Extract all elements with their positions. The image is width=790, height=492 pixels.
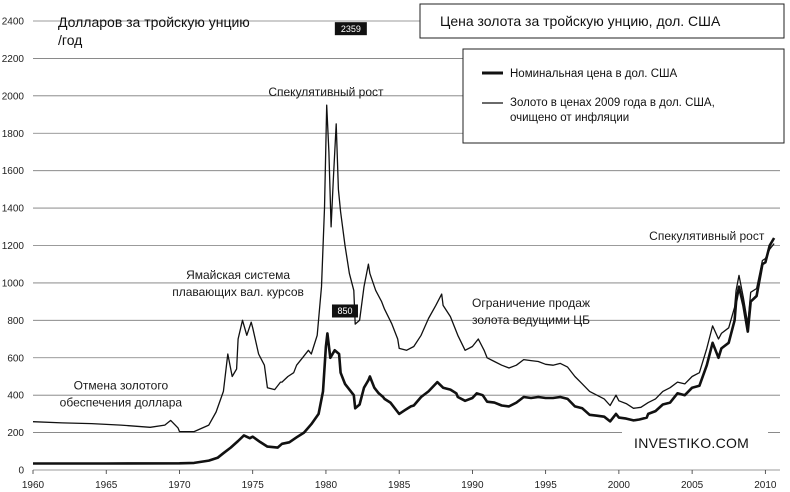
x-axis-ticks: 1960 1965 1970 1975 1980 1985 1990 1995 2000 2005…: [22, 470, 777, 491]
y-tick-label: 800: [7, 316, 24, 327]
x-tick-label: 1985: [388, 480, 411, 491]
watermark-box: INVESTIKO.COM: [622, 428, 768, 458]
legend: Номинальная цена в дол. США Золото в цен…: [462, 48, 785, 144]
x-tick-label: 2000: [608, 480, 631, 491]
y-tick-label: 2400: [2, 17, 25, 28]
watermark: INVESTIKO.COM: [634, 435, 749, 451]
y-axis-label-line2: /год: [58, 32, 82, 48]
x-tick-label: 1995: [535, 480, 558, 491]
y-tick-label: 400: [7, 391, 24, 402]
legend-label-real-line1: Золото в ценах 2009 года в дол. США,: [510, 97, 715, 109]
y-axis-ticks: 0 200 400 600 800 1000 1200 1400 1600 1800 2000 220…: [2, 17, 25, 477]
value-badge: [334, 22, 367, 36]
annotations: Спекулятивный рост Ямайская система плаваю…: [60, 85, 765, 410]
y-tick-label: 1000: [2, 278, 25, 289]
annotation-label: обеспечения доллара: [60, 395, 183, 409]
y-tick-label: 600: [7, 353, 24, 364]
x-tick-label: 1980: [315, 480, 338, 491]
x-tick-label: 1965: [95, 480, 118, 491]
annotation-label: Ямайская система: [186, 268, 290, 282]
annotation-label: Спекулятивный рост: [649, 229, 765, 243]
value-badge-label: 850: [337, 306, 352, 316]
series-line-real: [32, 104, 775, 433]
annotation-label: Ограничение продаж: [472, 296, 590, 310]
y-tick-label: 2200: [2, 54, 25, 65]
value-badge-label: 2359: [341, 24, 361, 34]
y-tick-label: 1600: [2, 166, 25, 177]
x-tick-label: 1990: [461, 480, 484, 491]
chart-title: Цена золота за тройскую унцию, дол. США: [440, 13, 721, 29]
x-tick-label: 2005: [681, 480, 704, 491]
value-badges: 2359 850: [331, 22, 367, 318]
series-lines: [32, 104, 776, 465]
y-tick-label: 2000: [2, 91, 25, 102]
x-tick-label: 1975: [242, 480, 265, 491]
legend-label-real-line2: очищено от инфляции: [510, 112, 629, 124]
x-tick-label: 1970: [168, 480, 191, 491]
legend-label-nominal: Номинальная цена в дол. США: [510, 68, 678, 80]
annotation-label: Спекулятивный рост: [268, 85, 384, 99]
annotation-label: плавающих вал. курсов: [172, 285, 304, 299]
x-tick-label: 2010: [754, 480, 777, 491]
x-tick-label: 1960: [22, 480, 45, 491]
series-line-nominal: [33, 237, 776, 465]
y-tick-label: 1200: [2, 241, 25, 252]
y-tick-label: 200: [7, 428, 24, 439]
annotation-label: Отмена золотого: [74, 379, 169, 393]
y-tick-label: 1800: [2, 129, 25, 140]
annotation-label: золота ведущими ЦБ: [472, 313, 590, 327]
title-box: Цена золота за тройскую унцию, дол. США: [419, 3, 785, 39]
value-badge: [331, 304, 358, 318]
y-axis-label-line1: Долларов за тройскую унцию: [58, 14, 250, 30]
y-tick-label: 0: [18, 466, 24, 477]
y-tick-label: 1400: [2, 204, 25, 215]
